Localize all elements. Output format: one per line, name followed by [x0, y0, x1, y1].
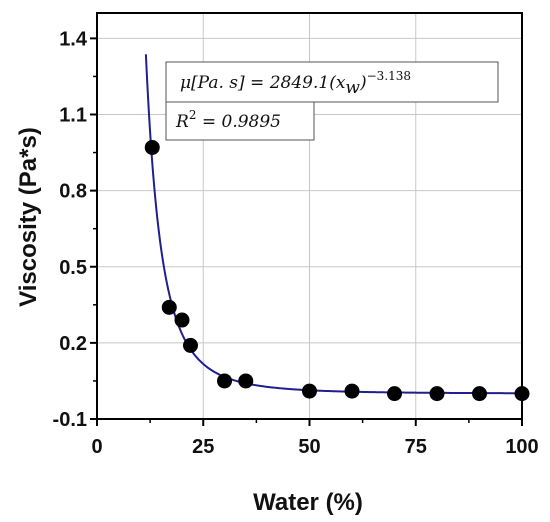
data-point [472, 386, 487, 402]
x-tick-label: 50 [298, 436, 320, 458]
fit-equation-annotation: μ[Pa. s] = 2849.1(xw)−3.138 R2 = 0.9895 [165, 61, 499, 141]
r2-lhs: R [175, 112, 189, 132]
equation-box [165, 61, 499, 103]
y-tick-label: 1.4 [59, 28, 88, 50]
fit-curve [144, 54, 522, 395]
data-point [238, 373, 254, 389]
y-tick-label: -0.1 [53, 409, 87, 431]
tick-labels: 0 25 50 75 100 -0.1 0.2 0.5 0.8 1.1 1.4 [53, 28, 539, 458]
fit-curve-layer [144, 54, 522, 395]
r2-rhs: = 0.9895 [196, 112, 281, 132]
equation-subscript: w [345, 78, 360, 98]
equation-text: μ[Pa. s] = 2849.1(xw)−3.138 [180, 69, 411, 98]
data-point [344, 383, 360, 399]
data-point [174, 312, 190, 328]
y-tick-label: 0.5 [59, 257, 87, 279]
x-tick-label: 25 [192, 436, 214, 458]
y-tick-label: 1.1 [59, 105, 87, 127]
y-tick-label: 0.8 [59, 181, 87, 203]
data-point [387, 386, 402, 402]
x-tick-label: 0 [91, 436, 102, 458]
equation-rhs: ) [359, 73, 367, 93]
y-axis-title: Viscosity (Pa*s) [15, 127, 42, 307]
x-tick-label: 100 [505, 436, 538, 458]
data-point [144, 139, 160, 155]
data-points [144, 139, 530, 402]
r2-text: R2 = 0.9895 [175, 108, 281, 132]
r2-exponent: 2 [189, 108, 197, 122]
data-point [302, 383, 317, 399]
x-axis-title: Water (%) [253, 489, 363, 516]
data-point [183, 337, 198, 353]
data-point [429, 386, 445, 402]
x-tick-label: 75 [405, 436, 427, 458]
y-tick-label: 0.2 [59, 333, 87, 355]
r2-box [165, 101, 315, 141]
data-point [217, 373, 232, 389]
equation-exponent: −3.138 [367, 69, 411, 83]
equation-lhs: μ[Pa. s] = 2849.1(x [180, 73, 346, 93]
data-point [161, 299, 177, 315]
axes [90, 12, 523, 426]
